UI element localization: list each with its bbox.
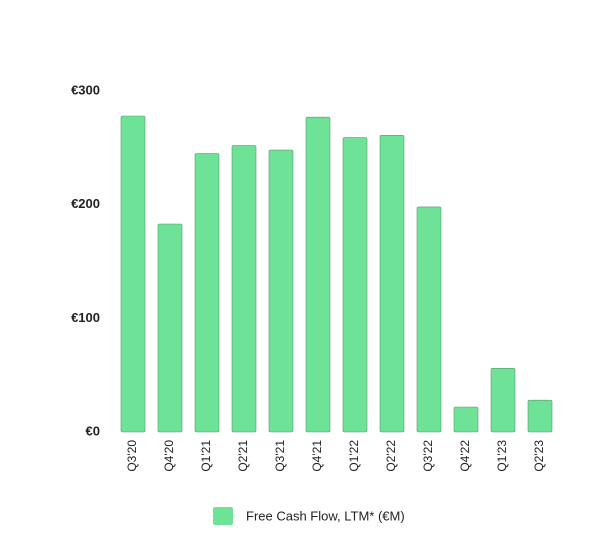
x-tick-label: Q3'21 xyxy=(273,440,287,472)
bar xyxy=(342,137,368,433)
bar xyxy=(120,115,146,433)
x-tick-label: Q2'21 xyxy=(236,440,250,472)
bar xyxy=(157,223,183,433)
legend-swatch xyxy=(213,507,233,525)
y-tick-label: €0 xyxy=(86,423,100,438)
x-tick-label: Q3'20 xyxy=(125,440,139,472)
x-tick-label: Q3'22 xyxy=(421,440,435,472)
x-tick-label: Q2'22 xyxy=(384,440,398,472)
bar xyxy=(453,406,479,433)
bar xyxy=(231,145,257,433)
y-tick-label: €100 xyxy=(71,310,100,325)
x-tick-label: Q1'21 xyxy=(199,440,213,472)
bar xyxy=(527,399,553,433)
x-tick-label: Q4'20 xyxy=(162,440,176,472)
bar xyxy=(305,116,331,433)
bar xyxy=(194,153,220,433)
bar xyxy=(268,149,294,433)
x-tick-label: Q4'22 xyxy=(458,440,472,472)
bar xyxy=(416,206,442,433)
bar xyxy=(490,368,516,433)
x-tick-label: Q1'23 xyxy=(495,440,509,472)
x-tick-label: Q4'21 xyxy=(310,440,324,472)
bar xyxy=(379,135,405,433)
x-tick-label: Q1'22 xyxy=(347,440,361,472)
legend-label: Free Cash Flow, LTM* (€M) xyxy=(246,508,405,523)
y-tick-label: €200 xyxy=(71,196,100,211)
y-tick-label: €300 xyxy=(71,82,100,97)
x-tick-label: Q2'23 xyxy=(532,440,546,472)
